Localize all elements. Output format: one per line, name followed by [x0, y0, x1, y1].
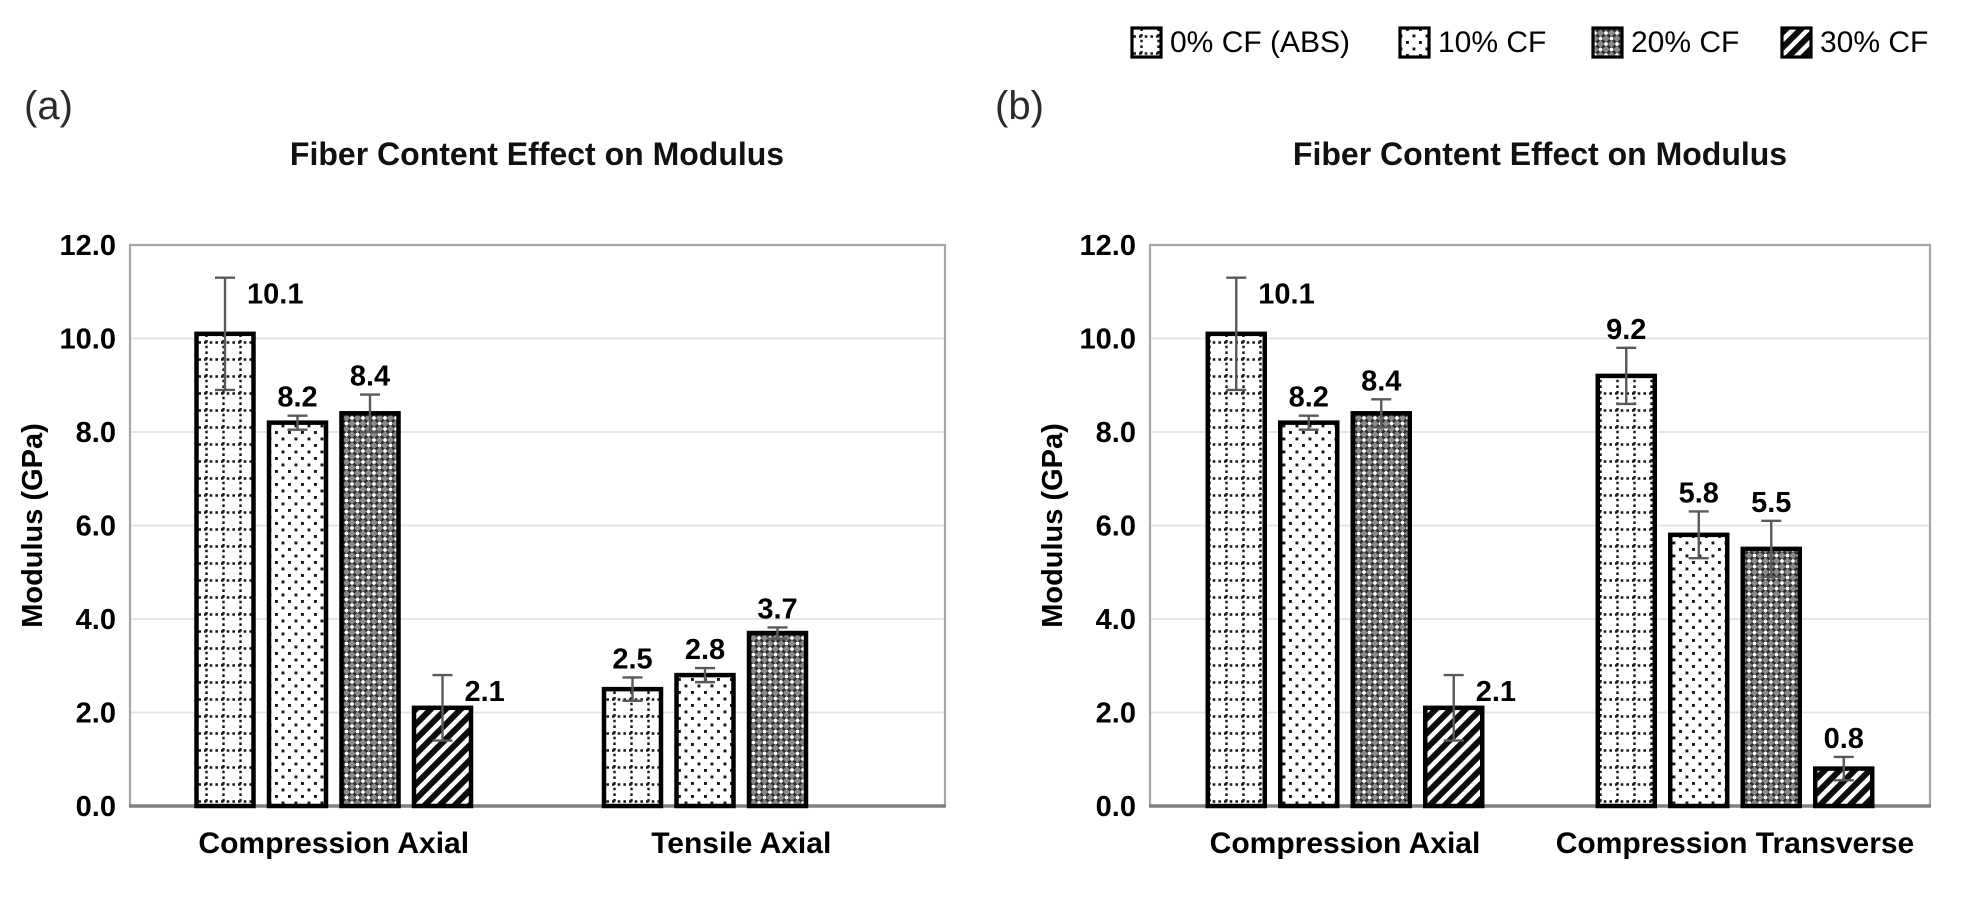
chart-b-error-bar-10% CF-Compression Axial [1298, 414, 1319, 431]
chart-a-category-2: Tensile Axial [651, 827, 831, 860]
chart-a-bar-0% CF (ABS)-Compression Axial [194, 331, 256, 809]
diamond-mesh-swatch-icon [1591, 26, 1624, 59]
chart-b-value-label-0.8: 0.8 [1824, 723, 1864, 755]
chart-b-error-bar-30% CF-Compression Transverse [1833, 755, 1854, 782]
chart-a-bar-10% CF-Tensile Axial [674, 672, 736, 809]
chart-b-value-label-9.2: 9.2 [1606, 314, 1646, 346]
chart-a-ytick-8.0: 8.0 [76, 417, 116, 449]
chart-b-error-bar-20% CF-Compression Axial [1371, 398, 1392, 429]
chart-a-value-label-3.7: 3.7 [757, 593, 797, 625]
chart-b-ytick-12.0: 12.0 [1080, 230, 1136, 262]
chart-b-value-label-8.2: 8.2 [1289, 382, 1329, 414]
chart-a-value-label-2.8: 2.8 [685, 634, 725, 666]
chart-a-error-bar-0% CF (ABS)-Compression Axial [215, 276, 235, 392]
chart-b-bar-10% CF-Compression Axial [1278, 420, 1340, 809]
chart-a-ytick-12.0: 12.0 [60, 230, 116, 262]
chart-a: 0.0 2.0 4.0 6.0 8.0 10.0 12.0 Modulus (GPa) Comp… [17, 230, 947, 860]
chart-a-ytick-6.0: 6.0 [76, 511, 116, 543]
chart-a-value-label-2.5: 2.5 [612, 643, 652, 675]
chart-a-value-label-8.2: 8.2 [277, 382, 317, 414]
legend-item-30% CF: 30% CF [1780, 26, 1928, 59]
dots-swatch-icon [1398, 26, 1431, 59]
chart-b-ytick-4.0: 4.0 [1096, 604, 1136, 636]
chart-a-error-bar-10% CF-Compression Axial [287, 414, 308, 431]
legend-label-30% CF: 30% CF [1820, 26, 1928, 59]
chart-a-bar-10% CF-Compression Axial [266, 420, 329, 809]
chart-a-ytick-10.0: 10.0 [60, 324, 116, 356]
panel-a-label: (a) [24, 84, 73, 128]
chart-b-y-axis-title: Modulus (GPa) [1037, 423, 1069, 628]
chart-a-value-label-10.1: 10.1 [247, 279, 303, 311]
legend-item-0% CF (ABS): 0% CF (ABS) [1130, 26, 1350, 59]
dotted-grid-swatch-icon [1130, 26, 1163, 59]
legend-label-0% CF (ABS): 0% CF (ABS) [1170, 26, 1350, 59]
chart-b-category-2: Compression Transverse [1556, 827, 1915, 860]
chart-b-bar-0% CF (ABS)-Compression Axial [1205, 331, 1267, 809]
chart-b-bar-0% CF (ABS)-Compression Transverse [1595, 373, 1657, 809]
chart-b-bar-10% CF-Compression Transverse [1668, 532, 1730, 809]
legend: 0% CF (ABS) 10% CF 20% CF 30% CF [1130, 26, 1928, 59]
legend-item-10% CF: 10% CF [1398, 26, 1546, 59]
chart-b-bar-20% CF-Compression Axial [1350, 411, 1412, 809]
chart-a-value-label-8.4: 8.4 [350, 361, 390, 393]
chart-a-value-label-2.1: 2.1 [465, 676, 505, 708]
legend-label-20% CF: 20% CF [1631, 26, 1739, 59]
chart-a-title: Fiber Content Effect on Modulus [289, 136, 785, 172]
chart-a-category-1: Compression Axial [198, 827, 469, 860]
chart-b-ytick-10.0: 10.0 [1080, 324, 1136, 356]
chart-a-error-bar-20% CF-Compression Axial [360, 393, 380, 434]
chart-b-value-label-2.1: 2.1 [1476, 676, 1516, 708]
legend-label-10% CF: 10% CF [1438, 26, 1546, 59]
chart-a-ytick-0.0: 0.0 [76, 791, 116, 823]
chart-b-error-bar-0% CF (ABS)-Compression Axial [1226, 276, 1247, 392]
chart-b-error-bar-0% CF (ABS)-Compression Transverse [1616, 346, 1637, 406]
chart-b-value-label-8.4: 8.4 [1361, 365, 1401, 397]
chart-b-ytick-6.0: 6.0 [1096, 511, 1136, 543]
chart-a-error-bar-10% CF-Tensile Axial [695, 666, 715, 684]
chart-b-error-bar-20% CF-Compression Transverse [1761, 519, 1782, 579]
chart-b-value-label-10.1: 10.1 [1258, 279, 1314, 311]
chart-b-error-bar-30% CF-Compression Axial [1443, 673, 1464, 742]
diagonal-stripe-swatch-icon [1780, 26, 1813, 59]
chart-b-title: Fiber Content Effect on Modulus [1292, 136, 1788, 172]
chart-a-bar-20% CF-Tensile Axial [746, 630, 809, 809]
chart-a-y-axis-title: Modulus (GPa) [17, 423, 49, 628]
chart-b-bar-20% CF-Compression Transverse [1740, 546, 1802, 809]
chart-b-value-label-5.8: 5.8 [1679, 477, 1719, 509]
chart-a-bar-0% CF (ABS)-Tensile Axial [601, 686, 664, 809]
chart-b-value-label-5.5: 5.5 [1751, 487, 1791, 519]
chart-b-ytick-0.0: 0.0 [1096, 791, 1136, 823]
chart-b-ytick-2.0: 2.0 [1096, 698, 1136, 730]
chart-a-error-bar-0% CF (ABS)-Tensile Axial [622, 676, 643, 703]
chart-a-ytick-2.0: 2.0 [76, 698, 116, 730]
chart-a-ytick-4.0: 4.0 [76, 604, 116, 636]
chart-a-error-bar-20% CF-Tensile Axial [767, 626, 788, 640]
chart-b-ytick-8.0: 8.0 [1096, 417, 1136, 449]
chart-b-category-1: Compression Axial [1210, 827, 1481, 860]
chart-a-bar-20% CF-Compression Axial [339, 411, 401, 809]
chart-a-error-bar-30% CF-Compression Axial [432, 673, 453, 742]
chart-b: 0.0 2.0 4.0 6.0 8.0 10.0 12.0 Modulus (GPa) Comp… [1037, 230, 1932, 860]
panel-b-label: (b) [995, 84, 1044, 128]
legend-item-20% CF: 20% CF [1591, 26, 1739, 59]
chart-b-error-bar-10% CF-Compression Transverse [1688, 510, 1709, 560]
